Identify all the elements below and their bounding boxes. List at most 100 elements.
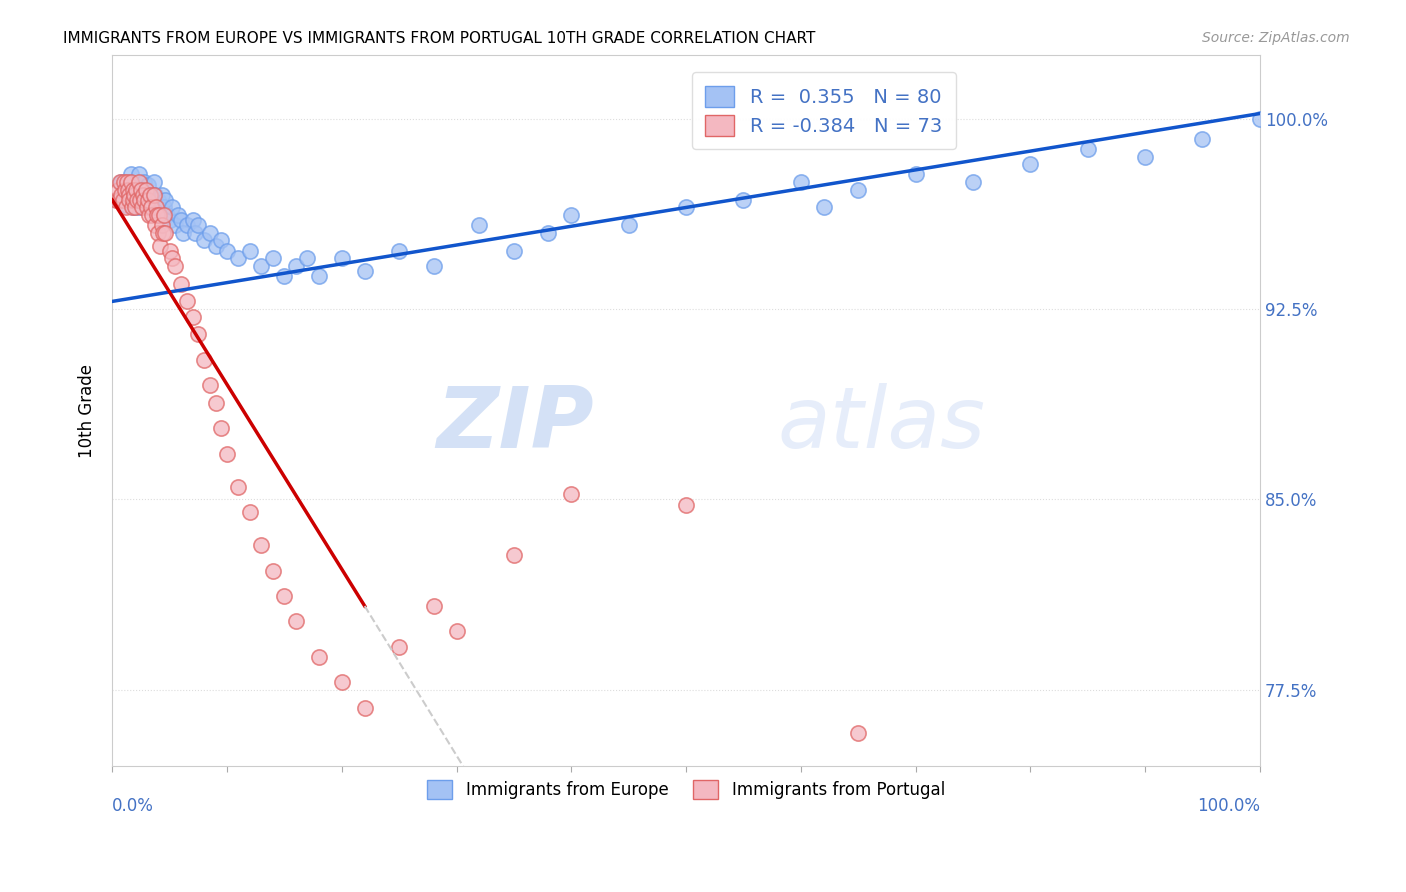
Point bbox=[104, 193, 127, 207]
Point bbox=[150, 187, 173, 202]
Text: atlas: atlas bbox=[778, 384, 986, 467]
Point bbox=[215, 447, 238, 461]
Point bbox=[138, 201, 160, 215]
Point bbox=[110, 175, 132, 189]
Point bbox=[132, 187, 155, 202]
Point bbox=[124, 201, 146, 215]
Point bbox=[135, 187, 157, 202]
Point bbox=[124, 193, 146, 207]
Point bbox=[153, 208, 176, 222]
Point bbox=[108, 193, 131, 207]
Point bbox=[110, 187, 132, 202]
Point bbox=[353, 700, 375, 714]
Point bbox=[353, 264, 375, 278]
Point bbox=[111, 193, 134, 207]
Point bbox=[117, 183, 139, 197]
Point bbox=[1249, 112, 1271, 126]
Point bbox=[209, 234, 232, 248]
Point bbox=[675, 498, 697, 512]
Point bbox=[139, 187, 162, 202]
Point bbox=[215, 244, 238, 258]
Point bbox=[117, 187, 139, 202]
Point bbox=[187, 219, 209, 233]
Point bbox=[142, 175, 165, 189]
Point bbox=[135, 193, 157, 207]
Point bbox=[187, 327, 209, 342]
Point bbox=[127, 178, 149, 192]
Point bbox=[118, 187, 141, 202]
Text: ZIP: ZIP bbox=[437, 384, 595, 467]
Point bbox=[145, 201, 167, 215]
Point bbox=[308, 649, 330, 664]
Point bbox=[159, 244, 181, 258]
Point bbox=[141, 208, 163, 222]
Point bbox=[262, 252, 284, 266]
Point bbox=[141, 193, 163, 207]
Point bbox=[115, 198, 138, 212]
Point bbox=[198, 226, 221, 240]
Point bbox=[122, 193, 145, 207]
Point bbox=[129, 183, 152, 197]
Text: 100.0%: 100.0% bbox=[1197, 797, 1260, 814]
Point bbox=[131, 187, 153, 202]
Point bbox=[122, 201, 145, 215]
Point bbox=[284, 259, 307, 273]
Point bbox=[184, 226, 207, 240]
Point bbox=[422, 599, 444, 613]
Point bbox=[122, 187, 145, 202]
Point bbox=[962, 175, 984, 189]
Point bbox=[135, 201, 157, 215]
Point bbox=[560, 208, 582, 222]
Point bbox=[181, 310, 204, 324]
Point bbox=[446, 624, 468, 639]
Point bbox=[132, 193, 155, 207]
Point bbox=[149, 238, 172, 252]
Point bbox=[136, 193, 159, 207]
Point bbox=[128, 193, 150, 207]
Point bbox=[160, 252, 183, 266]
Point bbox=[110, 175, 132, 189]
Point bbox=[193, 352, 215, 367]
Point bbox=[134, 193, 156, 207]
Point bbox=[503, 244, 526, 258]
Point bbox=[228, 480, 250, 494]
Legend: Immigrants from Europe, Immigrants from Portugal: Immigrants from Europe, Immigrants from … bbox=[419, 772, 953, 807]
Point bbox=[503, 549, 526, 563]
Point bbox=[135, 183, 157, 197]
Point bbox=[330, 252, 353, 266]
Point bbox=[308, 268, 330, 283]
Point bbox=[422, 259, 444, 273]
Point bbox=[125, 183, 148, 197]
Point bbox=[153, 193, 176, 207]
Point bbox=[846, 183, 869, 197]
Point bbox=[118, 193, 141, 207]
Point bbox=[228, 252, 250, 266]
Point bbox=[139, 187, 162, 202]
Text: IMMIGRANTS FROM EUROPE VS IMMIGRANTS FROM PORTUGAL 10TH GRADE CORRELATION CHART: IMMIGRANTS FROM EUROPE VS IMMIGRANTS FRO… bbox=[63, 31, 815, 46]
Point bbox=[115, 201, 138, 215]
Point bbox=[165, 259, 187, 273]
Point bbox=[176, 294, 198, 309]
Point bbox=[239, 505, 262, 519]
Point bbox=[159, 213, 181, 227]
Point bbox=[114, 183, 136, 197]
Point bbox=[560, 487, 582, 501]
Point bbox=[141, 201, 163, 215]
Point bbox=[127, 186, 149, 200]
Point bbox=[120, 175, 142, 189]
Point bbox=[330, 675, 353, 690]
Point bbox=[128, 175, 150, 189]
Point bbox=[468, 219, 491, 233]
Point bbox=[166, 208, 188, 222]
Point bbox=[181, 213, 204, 227]
Point bbox=[262, 564, 284, 578]
Point bbox=[204, 238, 226, 252]
Point bbox=[172, 226, 194, 240]
Point bbox=[193, 234, 215, 248]
Point bbox=[198, 378, 221, 392]
Text: 0.0%: 0.0% bbox=[112, 797, 155, 814]
Point bbox=[250, 259, 273, 273]
Point bbox=[1019, 157, 1042, 171]
Text: Source: ZipAtlas.com: Source: ZipAtlas.com bbox=[1202, 31, 1350, 45]
Point bbox=[121, 201, 143, 215]
